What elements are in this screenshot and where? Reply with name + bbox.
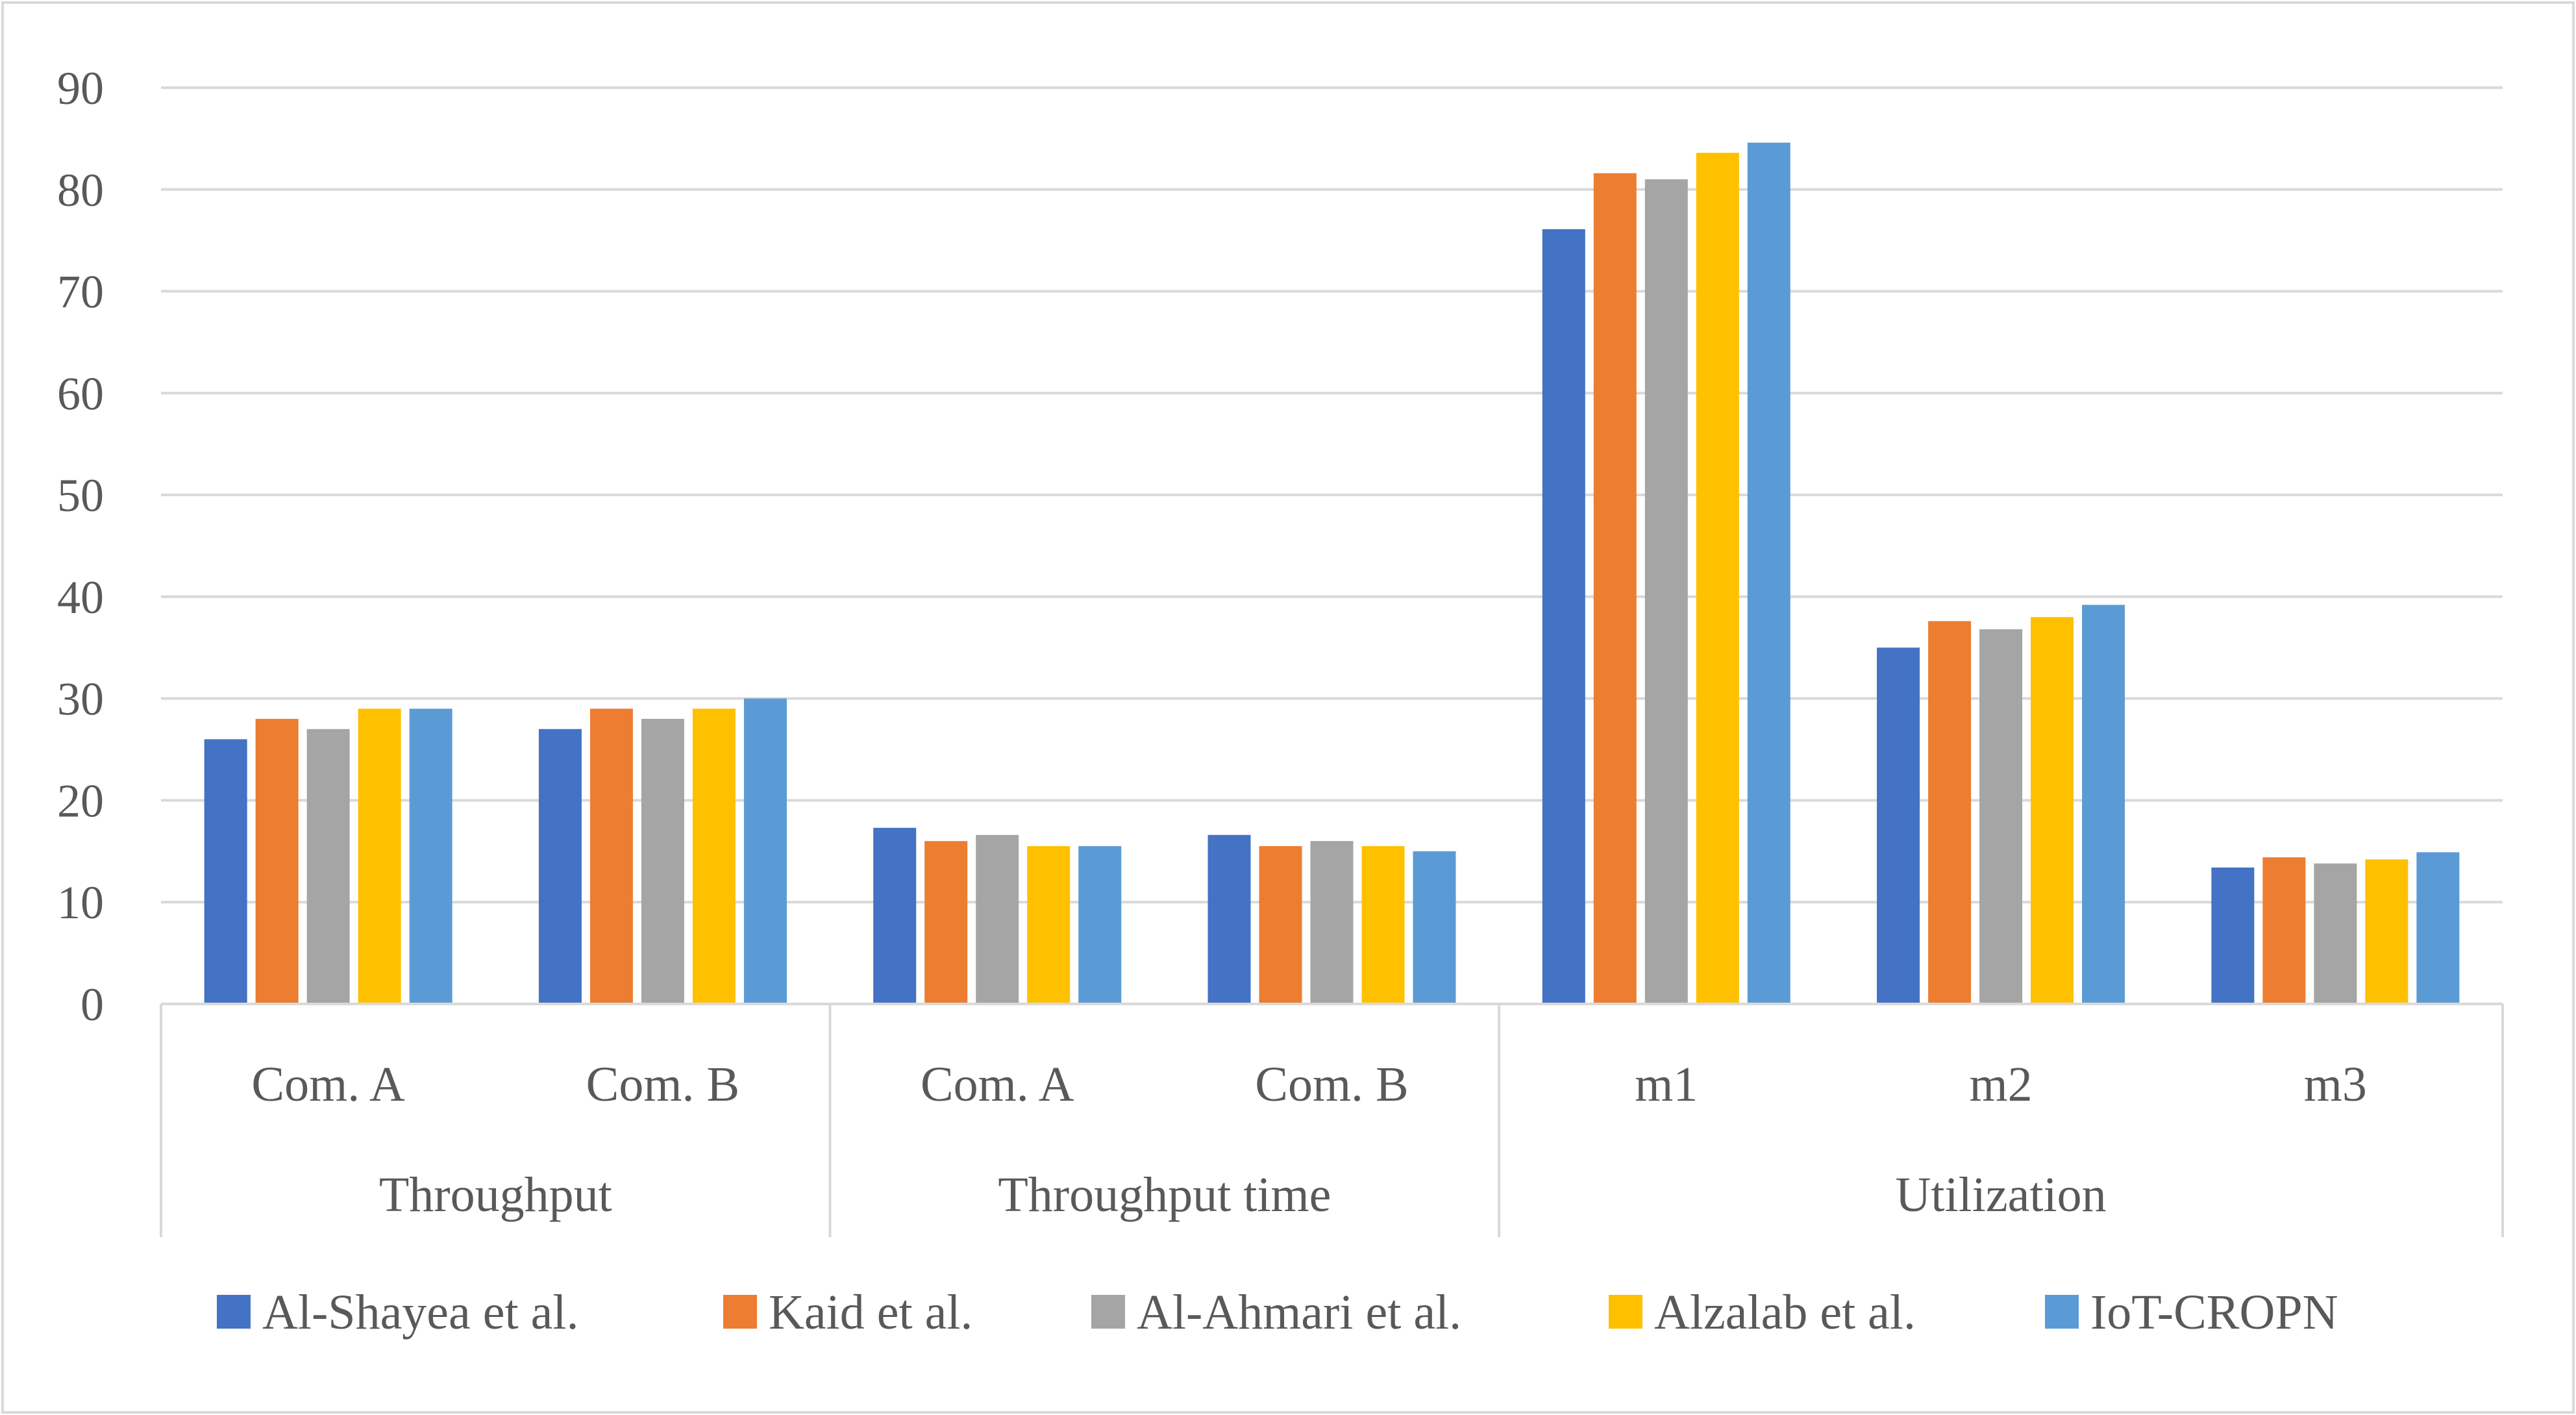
bar-al-shayea-et-al--6 <box>2211 867 2255 1004</box>
legend-swatch <box>1091 1295 1125 1329</box>
bar-al-ahmari-et-al--6 <box>2314 863 2357 1004</box>
bar-al-shayea-et-al--3 <box>1208 834 1251 1004</box>
bar-iot-cropn-6 <box>2416 852 2460 1004</box>
bar-al-shayea-et-al--1 <box>538 729 582 1004</box>
bars <box>204 142 2460 1005</box>
x-group-label: Throughput time <box>998 1168 1331 1222</box>
bar-alzalab-et-al--1 <box>692 708 736 1004</box>
y-tick-label: 40 <box>57 571 104 623</box>
y-tick-label: 90 <box>57 62 104 114</box>
legend: Al-Shayea et al. Kaid et al. Al-Ahmari et … <box>217 1285 2338 1340</box>
bar-alzalab-et-al--6 <box>2365 859 2409 1004</box>
bar-kaid-et-al--5 <box>1928 621 1972 1004</box>
bar-iot-cropn-5 <box>2082 605 2125 1004</box>
legend-swatch <box>2045 1295 2079 1329</box>
bar-kaid-et-al--4 <box>1593 173 1637 1004</box>
bar-al-shayea-et-al--4 <box>1542 229 1585 1004</box>
legend-label: IoT-CROPN <box>2090 1285 2338 1340</box>
bar-al-shayea-et-al--2 <box>873 827 917 1004</box>
bar-al-shayea-et-al--0 <box>204 739 247 1004</box>
bar-al-shayea-et-al--5 <box>1877 647 1920 1004</box>
legend-swatch <box>723 1295 757 1329</box>
bar-kaid-et-al--6 <box>2262 857 2306 1004</box>
legend-label: Alzalab et al. <box>1654 1285 1916 1340</box>
bar-al-ahmari-et-al--1 <box>641 719 684 1004</box>
x-category-label: Com. A <box>921 1057 1074 1112</box>
x-group-label: Utilization <box>1896 1168 2107 1222</box>
y-tick-label: 0 <box>80 979 104 1031</box>
bar-kaid-et-al--2 <box>924 841 968 1004</box>
bar-iot-cropn-0 <box>409 708 452 1004</box>
bar-kaid-et-al--0 <box>255 719 299 1004</box>
y-axis-ticks: 0 10 20 30 40 50 60 70 80 90 <box>57 62 104 1031</box>
y-tick-label: 70 <box>57 266 104 318</box>
bar-alzalab-et-al--5 <box>2031 617 2074 1004</box>
x-category-label: m2 <box>1970 1057 2033 1112</box>
x-group-label: Throughput <box>379 1168 612 1222</box>
y-tick-label: 10 <box>57 877 104 929</box>
bar-al-ahmari-et-al--2 <box>976 834 1019 1004</box>
legend-swatch <box>1609 1295 1642 1329</box>
bar-al-ahmari-et-al--5 <box>1979 629 2023 1004</box>
legend-label: Al-Ahmari et al. <box>1137 1285 1461 1340</box>
x-category-label: Com. B <box>1255 1057 1409 1112</box>
x-category-label: m1 <box>1635 1057 1698 1112</box>
y-tick-label: 80 <box>57 164 104 216</box>
y-tick-label: 50 <box>57 470 104 521</box>
bar-alzalab-et-al--2 <box>1027 845 1071 1004</box>
bar-alzalab-et-al--3 <box>1361 845 1405 1004</box>
bar-al-ahmari-et-al--4 <box>1644 179 1688 1005</box>
x-category-label: Com. A <box>251 1057 405 1112</box>
bar-alzalab-et-al--4 <box>1696 153 1739 1005</box>
bar-iot-cropn-2 <box>1078 845 1122 1004</box>
bar-al-ahmari-et-al--0 <box>306 729 350 1004</box>
bar-al-ahmari-et-al--3 <box>1310 841 1354 1004</box>
legend-swatch <box>217 1295 251 1329</box>
y-tick-label: 60 <box>57 368 104 419</box>
legend-label: Al-Shayea et al. <box>262 1285 578 1340</box>
bar-iot-cropn-1 <box>743 698 787 1004</box>
x-category-label: m3 <box>2304 1057 2367 1112</box>
x-axis: Com. A Com. B Com. A Com. B m1 m2 m3 Throughput… <box>160 1003 2504 1237</box>
bar-kaid-et-al--1 <box>589 708 633 1004</box>
bar-iot-cropn-4 <box>1747 142 1790 1004</box>
bar-alzalab-et-al--0 <box>358 708 401 1004</box>
bar-kaid-et-al--3 <box>1259 845 1302 1004</box>
y-tick-label: 30 <box>57 673 104 725</box>
x-category-label: Com. B <box>586 1057 740 1112</box>
bar-iot-cropn-3 <box>1413 851 1456 1004</box>
y-tick-label: 20 <box>57 775 104 827</box>
legend-label: Kaid et al. <box>769 1285 972 1340</box>
